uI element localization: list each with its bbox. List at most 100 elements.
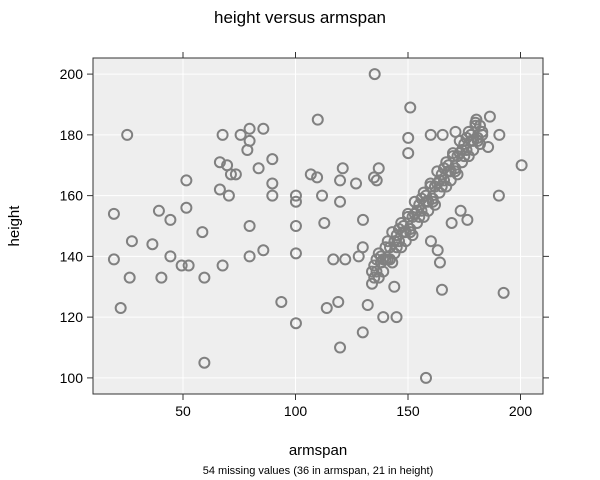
data-point: [222, 189, 235, 202]
data-point: [216, 259, 229, 272]
data-point: [420, 371, 432, 384]
x-axis-label: armspan: [289, 442, 347, 459]
data-point: [123, 271, 136, 284]
data-point: [435, 283, 448, 296]
data-point: [266, 177, 279, 190]
data-point: [243, 220, 256, 232]
plot-panel: [93, 58, 543, 394]
data-point: [146, 238, 159, 251]
data-point: [442, 159, 455, 172]
data-point: [390, 241, 403, 254]
data-point: [289, 189, 302, 202]
data-point: [424, 235, 437, 248]
data-point: [198, 271, 211, 284]
data-point: [304, 168, 317, 181]
data-point: [182, 259, 195, 272]
data-point: [397, 220, 410, 232]
data-points: [107, 68, 528, 384]
data-point: [114, 302, 127, 315]
data-point: [404, 101, 417, 114]
data-point: [334, 341, 347, 354]
data-point: [368, 68, 381, 81]
data-point: [436, 128, 449, 141]
data-point: [368, 259, 381, 272]
data-point: [289, 247, 302, 260]
data-point: [234, 128, 247, 141]
x-tick-label: 50: [175, 403, 191, 419]
data-point: [429, 198, 441, 211]
data-point: [476, 128, 489, 141]
data-point: [350, 177, 363, 190]
data-point: [243, 122, 256, 135]
data-point: [411, 216, 423, 229]
data-point: [334, 174, 347, 187]
data-point: [456, 156, 468, 169]
data-point: [180, 174, 193, 187]
data-point: [356, 326, 369, 339]
data-point: [420, 189, 432, 202]
data-point: [289, 195, 302, 208]
y-axis-label: height: [6, 205, 23, 247]
data-point: [379, 241, 392, 254]
data-point: [339, 253, 352, 266]
data-point: [402, 147, 415, 160]
data-point: [413, 210, 426, 223]
missing-values-note: 54 missing values (36 in armspan, 21 in …: [203, 465, 434, 477]
data-point: [456, 144, 468, 157]
data-point: [406, 229, 419, 242]
data-point: [311, 113, 324, 126]
data-point: [366, 277, 378, 290]
data-point: [361, 298, 374, 311]
data-point: [402, 131, 415, 144]
data-point: [435, 180, 448, 193]
data-point: [377, 311, 390, 324]
data-point: [252, 162, 265, 175]
data-point: [121, 128, 134, 141]
x-tick-label: 200: [509, 403, 533, 419]
data-point: [164, 213, 177, 226]
data-point: [460, 144, 473, 157]
data-point: [229, 168, 242, 181]
data-point: [449, 165, 462, 178]
data-point: [424, 128, 437, 141]
data-point: [404, 226, 417, 239]
data-point: [492, 189, 505, 202]
data-point: [366, 265, 378, 278]
data-point: [433, 256, 446, 269]
data-point: [213, 183, 226, 196]
data-point: [497, 286, 510, 299]
plot-border: [92, 57, 544, 395]
x-tick-label: 150: [396, 403, 420, 419]
data-point: [266, 153, 279, 166]
data-point: [196, 226, 209, 239]
data-point: [454, 204, 467, 217]
data-point: [332, 295, 345, 308]
data-point: [318, 216, 331, 229]
data-point: [257, 122, 270, 135]
y-tick-label: 100: [60, 370, 84, 386]
data-point: [393, 235, 405, 248]
data-point: [289, 220, 302, 232]
data-point: [257, 244, 270, 257]
data-point: [164, 250, 177, 263]
data-point: [198, 356, 211, 369]
data-point: [465, 128, 477, 141]
data-point: [426, 195, 439, 208]
data-point: [431, 244, 444, 257]
data-point: [334, 195, 347, 208]
data-point: [241, 144, 254, 157]
data-point: [316, 189, 329, 202]
data-point: [107, 207, 120, 220]
data-point: [243, 250, 256, 263]
data-point: [216, 128, 229, 141]
grid-lines: [93, 58, 543, 394]
data-point: [368, 271, 381, 284]
data-point: [515, 159, 528, 172]
axis-ticks: 50 100 150 200 100 120 140 160 180 200: [60, 52, 549, 419]
y-tick-label: 120: [60, 309, 84, 325]
data-point: [152, 204, 165, 217]
y-tick-label: 160: [60, 188, 84, 204]
data-point: [320, 302, 333, 315]
data-point: [224, 168, 237, 181]
